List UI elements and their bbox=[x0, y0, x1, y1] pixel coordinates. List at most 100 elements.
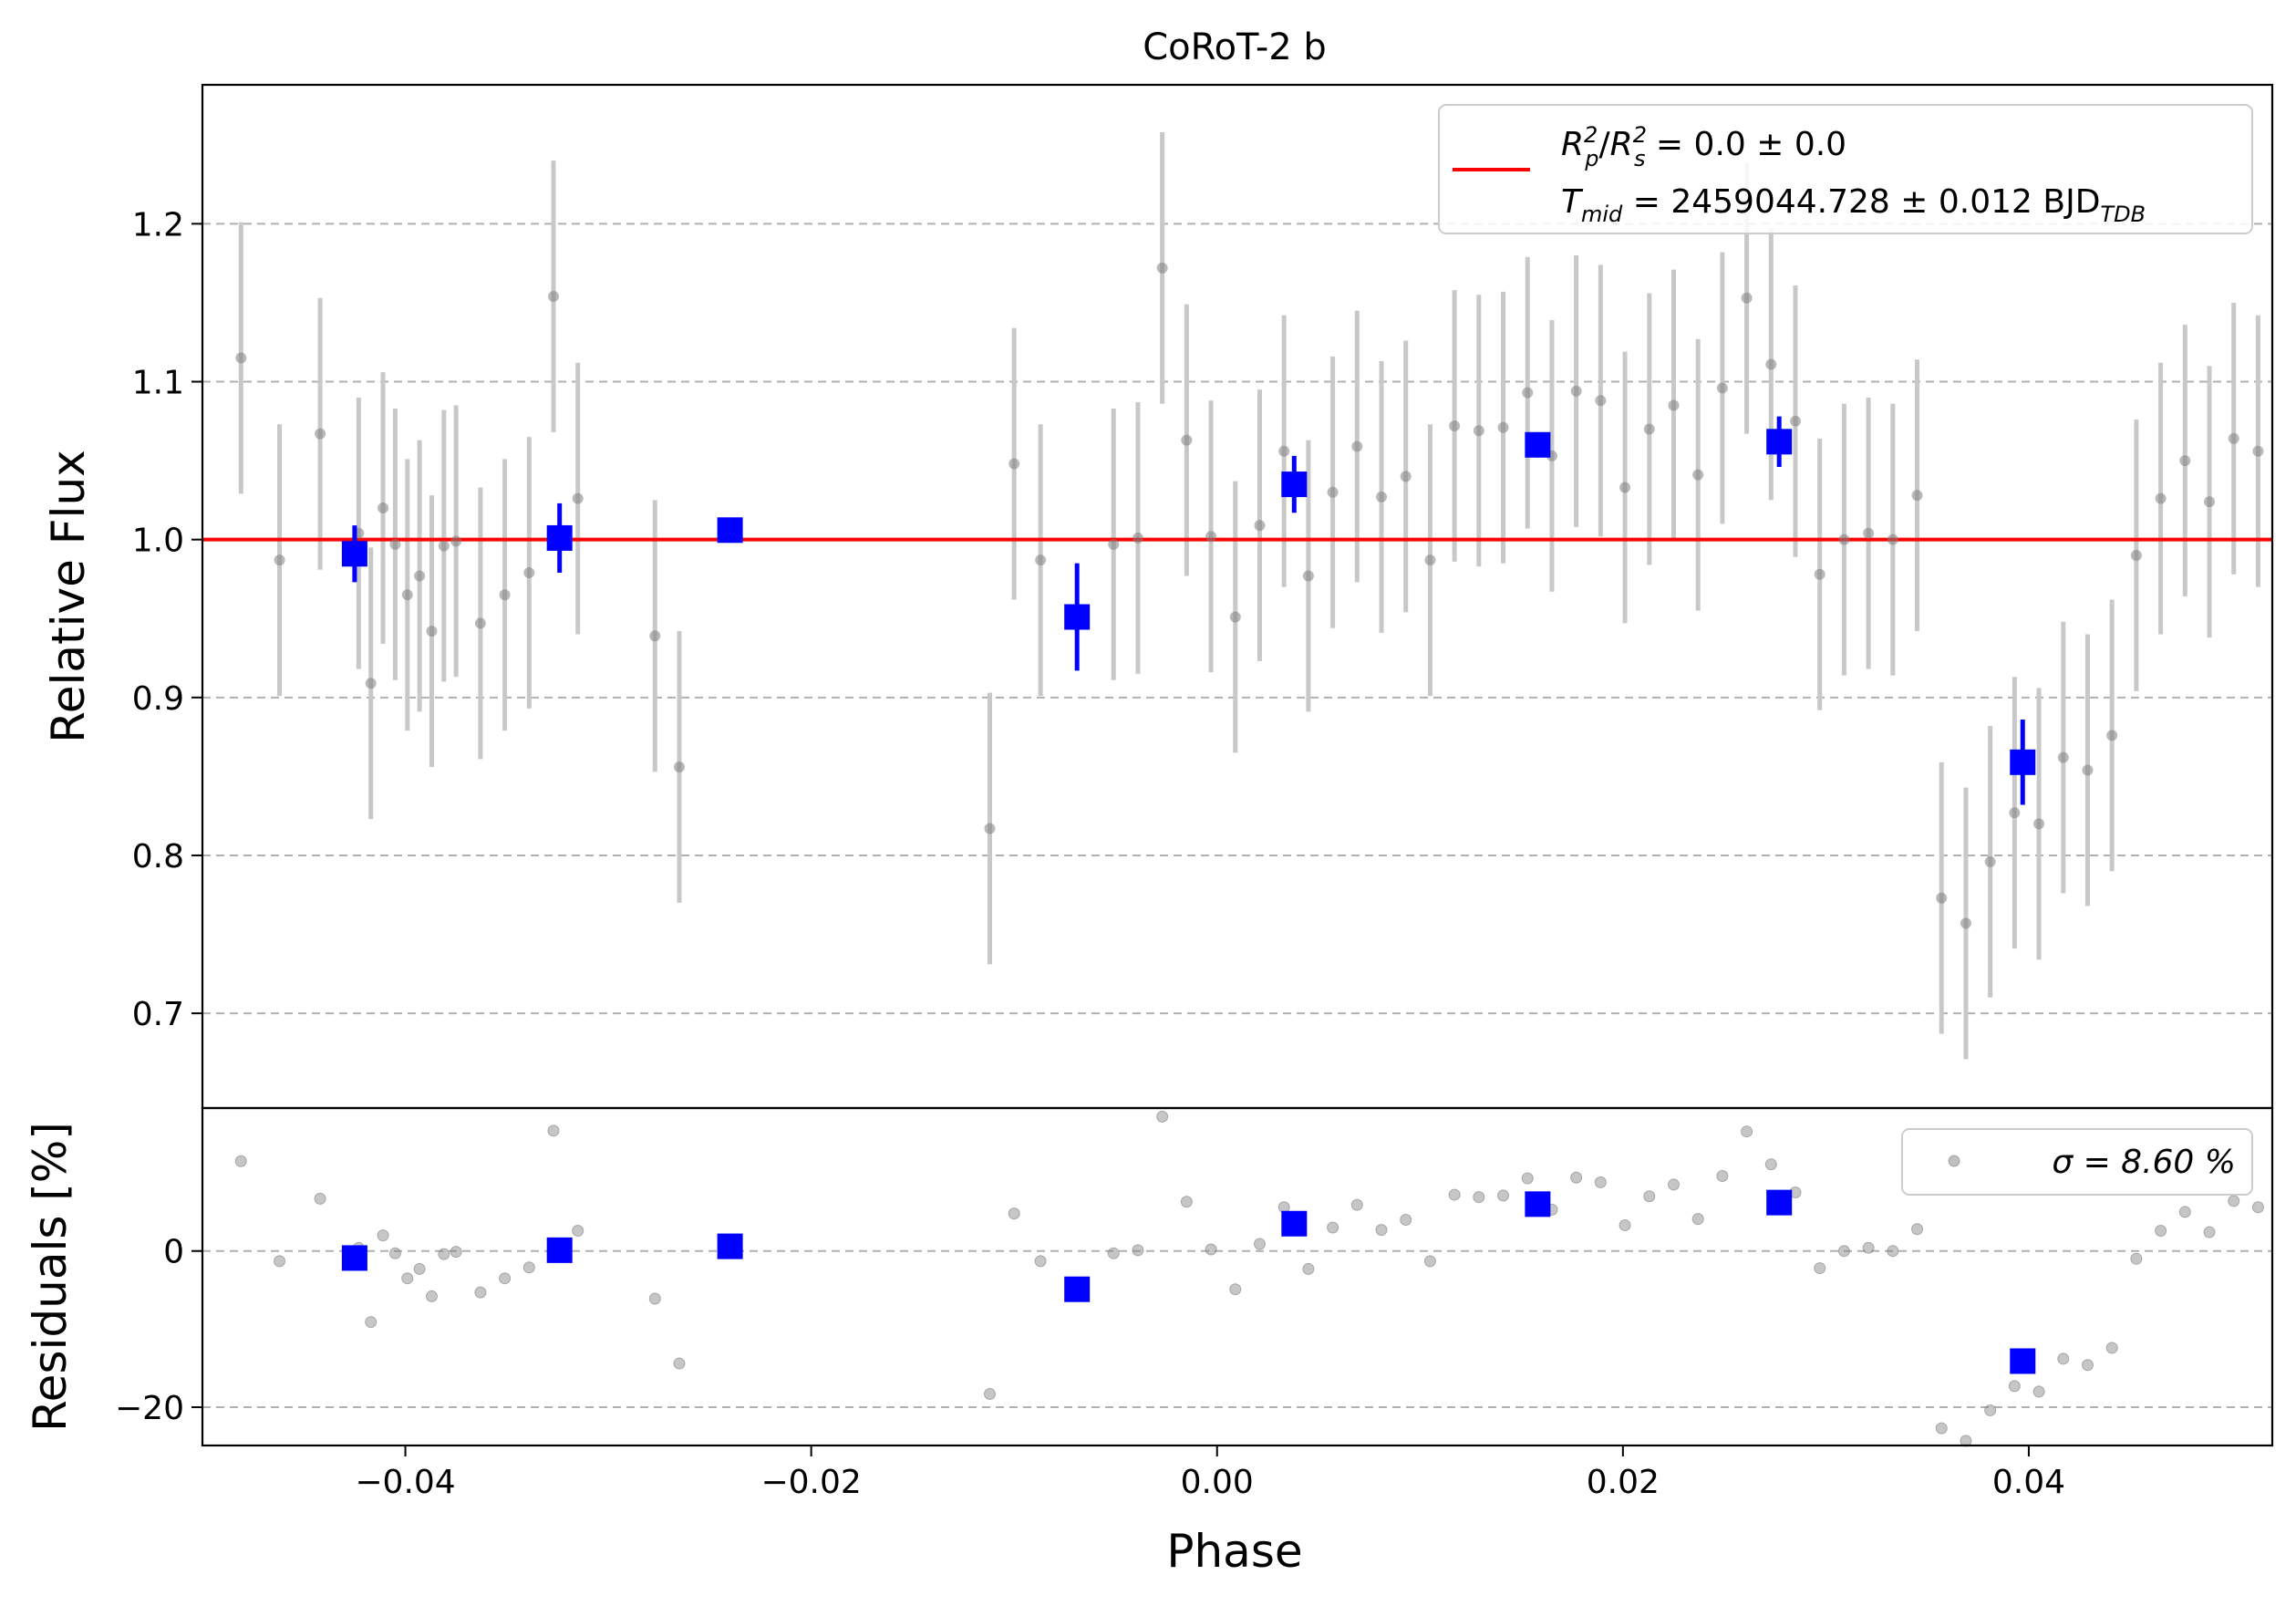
residual-point bbox=[474, 1286, 487, 1299]
binned-residual-point bbox=[341, 1245, 367, 1271]
residual-point bbox=[1716, 1170, 1729, 1183]
residual-point bbox=[1911, 1223, 1924, 1236]
residual-point bbox=[1107, 1247, 1120, 1259]
residual-point bbox=[1837, 1245, 1850, 1258]
residual-point bbox=[1423, 1255, 1436, 1268]
top-y-ticks: 0.7 0.8 0.9 1.0 1.1 1.2 bbox=[132, 206, 202, 1033]
raw-point bbox=[1619, 482, 1631, 493]
x-tick-label: 0.04 bbox=[1992, 1464, 2065, 1501]
top-raw-errorbars bbox=[238, 131, 2260, 1060]
residual-point bbox=[1643, 1190, 1656, 1203]
top-binned-points bbox=[341, 416, 2036, 805]
raw-point bbox=[2009, 807, 2021, 819]
residual-point bbox=[2105, 1342, 2118, 1354]
top-y-tick-label: 1.1 bbox=[132, 365, 184, 402]
raw-point bbox=[414, 570, 426, 582]
residual-point bbox=[572, 1224, 584, 1237]
top-y-tick-label: 1.2 bbox=[132, 206, 184, 243]
residual-point bbox=[1180, 1196, 1193, 1208]
residual-point bbox=[377, 1229, 389, 1242]
residual-point bbox=[1156, 1110, 1169, 1123]
legend-sigma-label: σ = 8.60 % bbox=[2052, 1144, 2236, 1181]
residual-point bbox=[401, 1272, 414, 1285]
residual-point bbox=[234, 1155, 247, 1167]
x-tick-label: 0.02 bbox=[1587, 1464, 1660, 1501]
residual-point bbox=[673, 1357, 686, 1370]
residual-point bbox=[499, 1272, 512, 1285]
chart-title: CoRoT-2 b bbox=[1143, 26, 1327, 68]
raw-point bbox=[1960, 917, 1971, 929]
binned-point bbox=[1766, 429, 1793, 455]
residual-point bbox=[1521, 1172, 1534, 1185]
raw-point bbox=[673, 762, 685, 772]
residual-point bbox=[1984, 1404, 1997, 1416]
raw-point bbox=[1887, 534, 1898, 545]
bottom-axes-frame bbox=[201, 1106, 2274, 1447]
raw-point bbox=[1643, 423, 1655, 435]
raw-point bbox=[1863, 527, 1875, 539]
residual-point bbox=[1205, 1243, 1217, 1256]
raw-point bbox=[1008, 458, 1020, 470]
raw-point bbox=[438, 540, 450, 552]
residual-point bbox=[413, 1262, 426, 1275]
residual-point bbox=[2155, 1224, 2167, 1237]
binned-residual-point bbox=[717, 1233, 743, 1259]
x-ticks: −0.04 −0.02 0.00 0.02 0.04 bbox=[355, 1445, 2065, 1501]
residual-point bbox=[438, 1248, 450, 1260]
raw-point bbox=[450, 535, 462, 547]
residual-point bbox=[1619, 1218, 1631, 1231]
raw-point bbox=[1522, 387, 1534, 399]
top-y-tick-label: 0.7 bbox=[132, 996, 184, 1033]
bottom-grid bbox=[202, 1249, 2272, 1409]
residual-point bbox=[1448, 1188, 1461, 1201]
raw-point bbox=[572, 492, 584, 504]
raw-point bbox=[1035, 554, 1047, 566]
binned-point bbox=[1525, 431, 1551, 458]
residual-point bbox=[2228, 1195, 2240, 1207]
raw-point bbox=[1936, 892, 1948, 904]
raw-point bbox=[401, 589, 413, 601]
top-y-tick-label: 1.0 bbox=[132, 523, 184, 560]
residual-point bbox=[1935, 1422, 1948, 1435]
residual-point bbox=[1132, 1244, 1144, 1257]
legend-residual-swatch bbox=[1948, 1155, 1960, 1167]
raw-point bbox=[1400, 471, 1412, 482]
raw-point bbox=[1424, 554, 1436, 566]
x-tick-label: 0.00 bbox=[1181, 1464, 1254, 1501]
binned-point bbox=[717, 517, 743, 544]
raw-point bbox=[984, 823, 996, 834]
raw-point bbox=[548, 291, 560, 303]
raw-point bbox=[474, 617, 486, 629]
residual-point bbox=[1400, 1213, 1412, 1226]
y-axis-label-flux: Relative Flux bbox=[42, 450, 95, 742]
raw-point bbox=[2130, 549, 2142, 561]
residual-point bbox=[1008, 1207, 1020, 1220]
binned-point bbox=[1281, 471, 1308, 498]
raw-point bbox=[1449, 420, 1461, 431]
residual-point bbox=[425, 1290, 438, 1302]
residual-point bbox=[1350, 1198, 1363, 1211]
bottom-y-ticks: −20 0 bbox=[115, 1234, 202, 1427]
raw-point bbox=[1911, 490, 1923, 502]
residual-point bbox=[1887, 1245, 1899, 1258]
raw-point bbox=[1327, 486, 1339, 498]
residual-point bbox=[1302, 1262, 1315, 1275]
raw-point bbox=[2155, 492, 2167, 504]
binned-residual-point bbox=[1525, 1191, 1551, 1217]
raw-point bbox=[1229, 611, 1241, 623]
bottom-raw-points bbox=[234, 1110, 2264, 1447]
binned-residual-point bbox=[1766, 1189, 1793, 1216]
raw-point bbox=[1278, 445, 1290, 457]
raw-point bbox=[1181, 434, 1193, 446]
raw-point bbox=[1741, 292, 1753, 304]
residual-point bbox=[2081, 1359, 2094, 1372]
raw-point bbox=[1156, 262, 1168, 274]
residual-point bbox=[274, 1255, 286, 1268]
raw-point bbox=[1205, 531, 1217, 543]
raw-point bbox=[274, 554, 285, 566]
residual-point bbox=[1691, 1213, 1704, 1226]
residual-point bbox=[2130, 1252, 2143, 1265]
residual-point bbox=[1814, 1262, 1826, 1275]
residual-point bbox=[2251, 1201, 2264, 1214]
